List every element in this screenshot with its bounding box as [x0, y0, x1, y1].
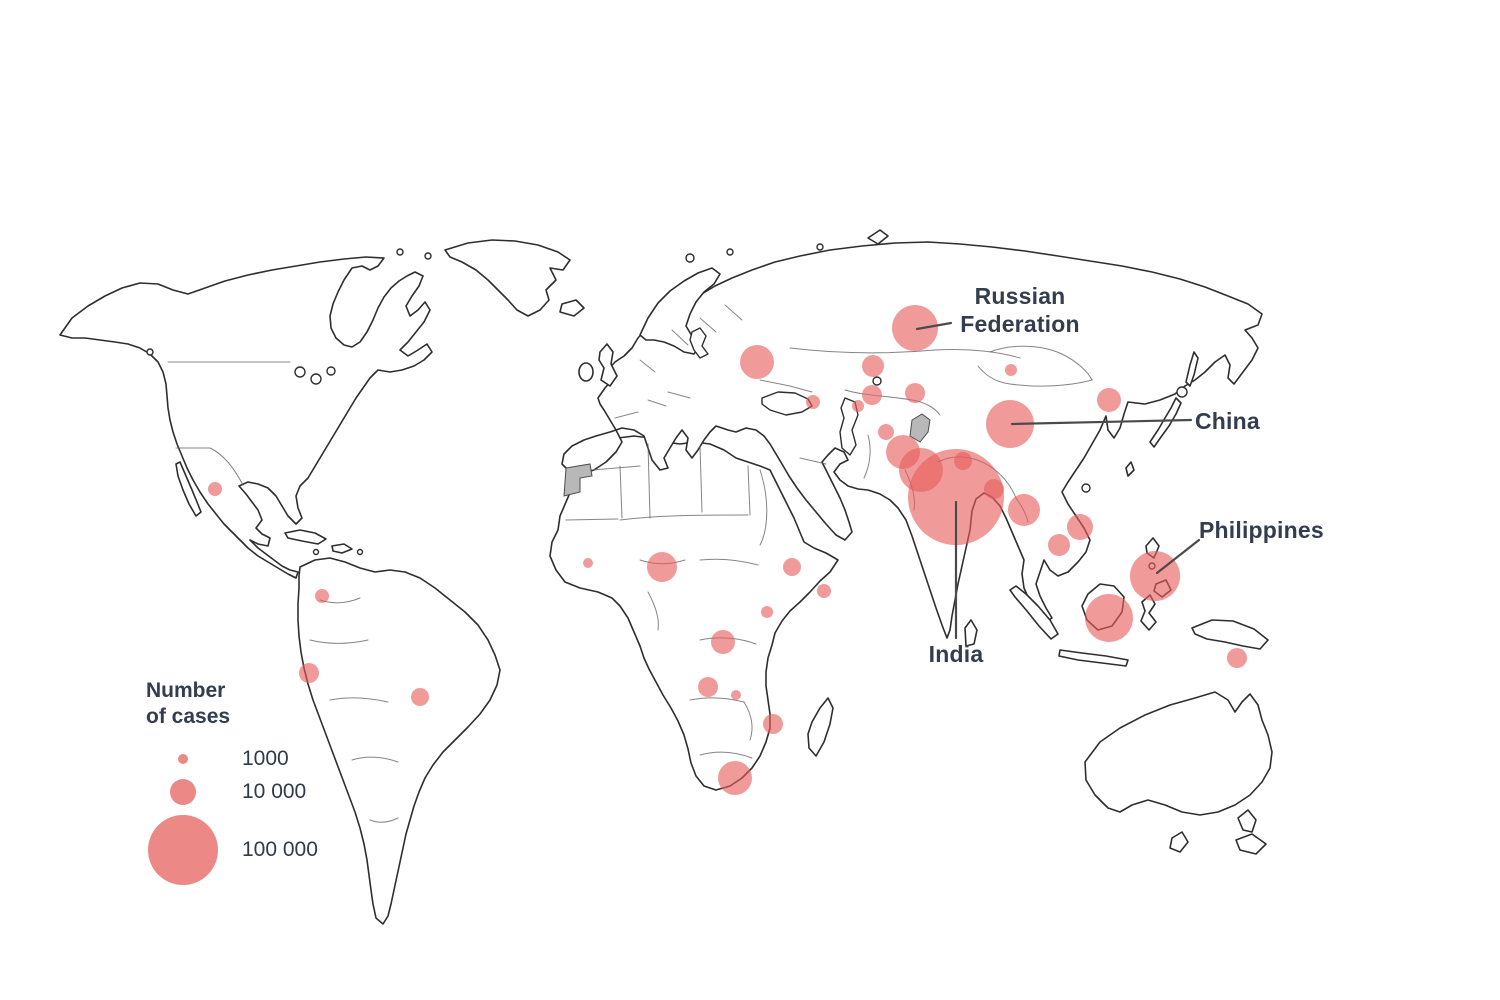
case-bubble-turkmenistan	[852, 400, 864, 412]
case-bubble-kyrgyzstan	[905, 383, 925, 403]
legend-title-line1: Number	[146, 679, 226, 702]
landmass-new-zealand-south	[1235, 833, 1267, 855]
leader-philippines	[1155, 538, 1201, 575]
landmass-australia	[1084, 691, 1273, 816]
landmass-new-guinea	[1191, 619, 1269, 650]
baltic-sea	[689, 327, 709, 359]
aral-sea	[872, 376, 882, 386]
case-bubble-ethiopia	[783, 558, 801, 576]
case-bubble-somalia	[817, 584, 831, 598]
no-data-western-sahara	[563, 463, 593, 497]
legend-row-10000: 10 000	[146, 778, 318, 805]
case-bubble-nigeria	[647, 552, 677, 582]
case-bubble-thailand	[1048, 534, 1070, 556]
landmass-taiwan	[1125, 461, 1135, 477]
case-bubble-indonesia	[1085, 594, 1133, 642]
legend-label-1000: 1000	[242, 746, 289, 770]
black-sea	[761, 391, 813, 416]
legend-circle-100000	[148, 814, 218, 885]
landmass-north-america	[59, 256, 433, 579]
bubble-layer	[208, 305, 1247, 795]
great-lake-1	[294, 366, 306, 378]
case-bubble-kenya	[761, 606, 773, 618]
legend-row-1000: 1000	[146, 747, 318, 771]
case-bubble-russian-federation	[892, 305, 938, 351]
landmass-ireland	[578, 362, 594, 382]
legend-row-100000: 100 000	[146, 814, 318, 885]
annotation-russian-federation: Russian Federation	[960, 283, 1080, 337]
great-lake-3	[326, 366, 336, 376]
landmass-africa	[549, 435, 839, 791]
annotation-china: China	[1195, 408, 1260, 434]
case-bubble-brazil	[411, 688, 429, 706]
great-lake-2	[310, 373, 322, 385]
legend-title: Number of cases	[146, 678, 318, 731]
case-bubble-azerbaijan	[806, 395, 820, 409]
no-data-tajikistan	[909, 413, 931, 443]
annotation-philippines: Philippines	[1199, 517, 1324, 543]
landmass-sri-lanka	[964, 619, 978, 647]
landmass-south-america	[297, 557, 501, 925]
legend-label-100000: 100 000	[242, 837, 318, 861]
legend-label-10000: 10 000	[242, 779, 307, 803]
landmass-sakhalin	[1185, 351, 1199, 387]
landmass-baja-california	[175, 461, 202, 517]
landmass-jamaica	[312, 548, 320, 556]
leader-china	[1010, 418, 1193, 426]
case-bubble-bangladesh	[984, 479, 1004, 499]
landmass-cuba	[284, 529, 327, 545]
case-bubble-iran	[878, 424, 894, 440]
case-bubble-angola	[698, 677, 718, 697]
landmass-iceland	[559, 299, 585, 317]
landmass-java	[1058, 649, 1129, 667]
case-bubble-mozambique	[763, 714, 783, 734]
leader-lines	[915, 321, 1201, 640]
no-data-countries	[563, 413, 931, 497]
landmass-greenland	[444, 239, 571, 317]
case-bubble-south-africa	[718, 761, 752, 795]
case-bubble-nepal	[954, 452, 972, 470]
case-bubble-china	[986, 400, 1034, 448]
case-bubble-peru	[299, 663, 319, 683]
landmass-great-britain	[598, 343, 618, 387]
legend-circle-1000	[178, 753, 188, 764]
case-bubble-mexico	[208, 482, 222, 496]
case-bubble-uzbekistan	[862, 385, 882, 405]
leader-russian-federation	[915, 321, 953, 331]
landmass-scandinavia	[639, 267, 721, 355]
case-bubble-zambia	[731, 690, 741, 700]
landmass-japan	[1149, 397, 1182, 448]
case-bubble-india	[908, 449, 1004, 545]
case-bubble-kazakhstan	[862, 355, 884, 377]
landmass-sumatra	[1009, 585, 1059, 640]
case-bubble-colombia	[315, 589, 329, 603]
inland-water	[294, 327, 882, 456]
landmass-hokkaido	[1176, 386, 1188, 398]
case-bubble-ukraine	[740, 345, 774, 379]
case-bubble-viet-nam	[1067, 514, 1093, 540]
case-bubble-philippines	[1130, 551, 1180, 601]
landmass-madagascar	[807, 697, 834, 757]
landmass-new-zealand-north	[1237, 809, 1257, 833]
landmass-puerto-rico	[356, 548, 364, 556]
case-bubble-papua-new-guinea	[1227, 648, 1247, 668]
landmass-hainan	[1081, 483, 1091, 493]
landmass-hispaniola	[331, 543, 353, 554]
annotation-india: India	[928, 641, 984, 667]
legend-circle-10000	[170, 778, 196, 805]
landmass-tasmania	[1169, 831, 1189, 853]
case-bubble-myanmar	[1008, 494, 1040, 526]
case-bubble-dpr-korea	[1097, 388, 1121, 412]
case-bubble-dr-congo	[711, 630, 735, 654]
case-bubble-guinea	[583, 558, 593, 568]
legend: Number of cases 1000 10 000 100 000	[146, 678, 318, 885]
arctic-islands	[146, 229, 889, 356]
legend-title-line2: of cases	[146, 705, 231, 729]
case-bubble-mongolia	[1005, 364, 1017, 376]
